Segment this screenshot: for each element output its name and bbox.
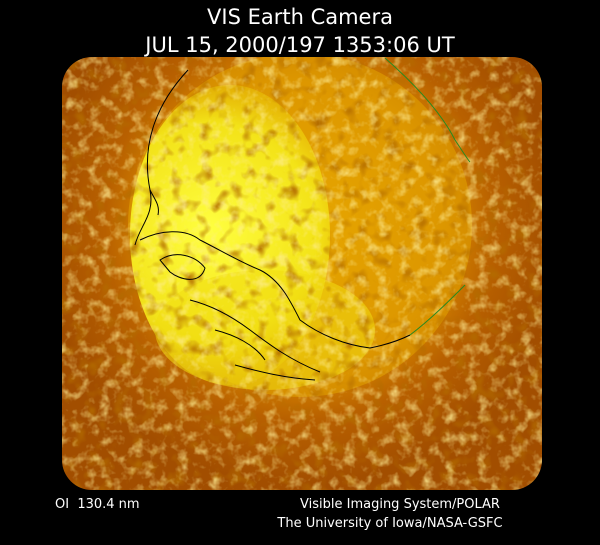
coastline xyxy=(134,69,411,381)
coastline-green xyxy=(384,57,471,336)
instrument: Visible Imaging System/POLAR xyxy=(300,497,500,512)
wavelength: OI 130.4 nm xyxy=(55,497,140,512)
timestamp: JUL 15, 2000/197 1353:06 UT xyxy=(143,33,455,57)
earth-image xyxy=(62,57,542,490)
title: VIS Earth Camera xyxy=(207,5,393,29)
institution: The University of Iowa/NASA-GSFC xyxy=(276,516,502,531)
